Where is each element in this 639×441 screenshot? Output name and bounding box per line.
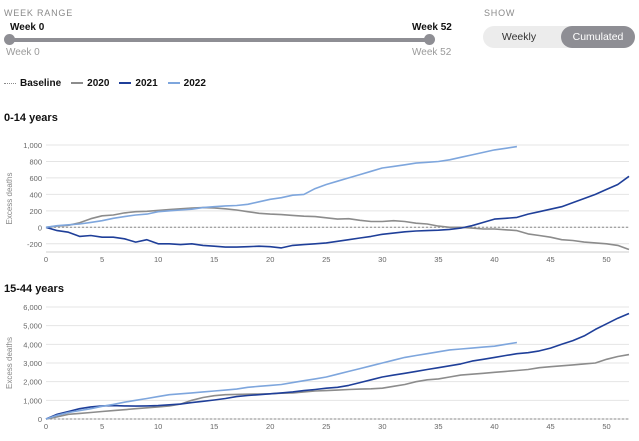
x-tick-label: 35 xyxy=(434,255,442,264)
series-line-2020 xyxy=(45,206,630,251)
x-tick-label: 30 xyxy=(378,255,386,264)
end-week-sublabel: Week 52 xyxy=(412,47,452,58)
x-tick-label: 50 xyxy=(602,255,610,264)
cumulated-option[interactable]: Cumulated xyxy=(561,26,635,48)
y-tick-label: 5,000 xyxy=(23,322,42,331)
series-2022-swatch xyxy=(167,82,180,84)
x-tick-label: 25 xyxy=(322,422,330,431)
x-tick-label: 30 xyxy=(378,422,386,431)
y-axis-label: Excess deaths xyxy=(5,172,14,224)
x-tick-label: 45 xyxy=(546,255,554,264)
x-tick-label: 15 xyxy=(210,422,218,431)
legend: Baseline 2020 2021 2022 xyxy=(4,76,216,90)
y-tick-label: -200 xyxy=(27,240,42,249)
x-tick-label: 10 xyxy=(154,255,162,264)
weekly-option[interactable]: Weekly xyxy=(501,31,537,43)
y-tick-label: 400 xyxy=(29,190,42,199)
slider-start-handle[interactable] xyxy=(4,34,15,45)
x-tick-label: 40 xyxy=(490,255,498,264)
chart-15-44-years: 0 1,000 2,000 3,000 4,000 5,000 6,000 0 5 10 15 20 2… xyxy=(5,303,630,431)
series-line-2022 xyxy=(45,145,518,229)
legend-item-2020: 2020 xyxy=(71,78,109,89)
y-tick-label: 600 xyxy=(29,174,42,183)
y-tick-label: 800 xyxy=(29,157,42,166)
legend-item-baseline: Baseline xyxy=(4,78,61,89)
series-line-2022 xyxy=(45,341,518,420)
y-tick-label: 6,000 xyxy=(23,303,42,312)
x-tick-label: 5 xyxy=(100,422,104,431)
series-line-2021 xyxy=(45,312,630,420)
series-2020-swatch xyxy=(71,82,84,84)
x-tick-label: 35 xyxy=(434,422,442,431)
y-tick-label: 1,000 xyxy=(23,396,42,405)
y-tick-label: 0 xyxy=(38,415,42,424)
series-line-2020 xyxy=(45,353,630,420)
y-tick-label: 0 xyxy=(38,223,42,232)
y-tick-label: 2,000 xyxy=(23,378,42,387)
start-week-sublabel: Week 0 xyxy=(6,47,40,58)
x-tick-label: 10 xyxy=(154,422,162,431)
x-tick-label: 0 xyxy=(44,255,48,264)
legend-label-2021: 2021 xyxy=(135,77,158,89)
x-tick-label: 40 xyxy=(490,422,498,431)
y-tick-label: 4,000 xyxy=(23,340,42,349)
show-toggle[interactable]: Weekly Cumulated xyxy=(483,26,635,48)
chart-15-44-title: 15-44 years xyxy=(4,283,64,295)
legend-label-2020: 2020 xyxy=(87,77,110,89)
slider-end-handle[interactable] xyxy=(424,34,435,45)
legend-item-2021: 2021 xyxy=(119,77,158,89)
y-tick-label: 1,000 xyxy=(23,141,42,150)
legend-label-baseline: Baseline xyxy=(20,77,62,89)
end-week-label: Week 52 xyxy=(412,22,452,33)
legend-item-2022: 2022 xyxy=(167,77,206,89)
show-label: SHOW xyxy=(484,8,516,18)
x-tick-label: 5 xyxy=(100,255,104,264)
y-tick-label: 200 xyxy=(29,207,42,216)
series-2021-swatch xyxy=(119,82,132,84)
x-tick-label: 25 xyxy=(322,255,330,264)
baseline-swatch xyxy=(4,82,16,84)
x-tick-label: 45 xyxy=(546,422,554,431)
x-tick-label: 15 xyxy=(210,255,218,264)
y-axis-label: Excess deaths xyxy=(5,337,14,389)
x-tick-label: 20 xyxy=(266,422,274,431)
week-range-label: WEEK RANGE xyxy=(4,8,74,18)
legend-label-2022: 2022 xyxy=(183,77,206,89)
series-line-2021 xyxy=(45,175,630,249)
x-tick-label: 50 xyxy=(602,422,610,431)
x-tick-label: 0 xyxy=(44,422,48,431)
week-range-slider[interactable] xyxy=(8,38,430,42)
y-tick-label: 3,000 xyxy=(23,359,42,368)
x-tick-label: 20 xyxy=(266,255,274,264)
chart-0-14-title: 0-14 years xyxy=(4,112,58,124)
start-week-label: Week 0 xyxy=(10,22,45,33)
